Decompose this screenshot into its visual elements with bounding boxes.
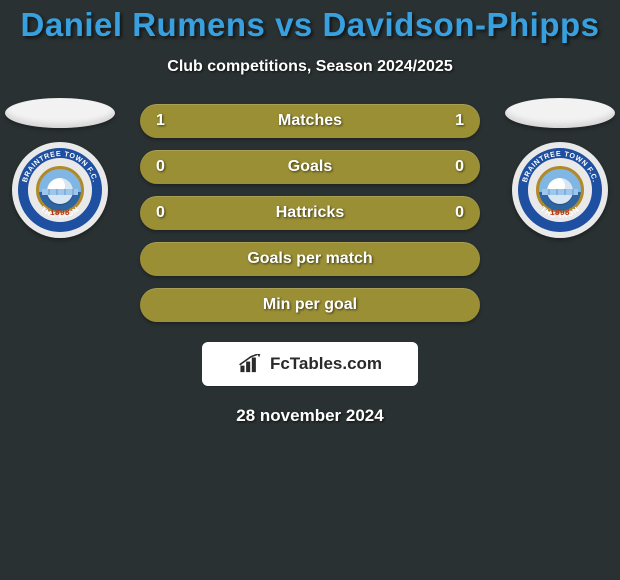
stat-value-left: 0 [156, 150, 165, 184]
stat-row-matches: 1 Matches 1 [140, 104, 480, 138]
stat-row-goals-per-match: Goals per match [140, 242, 480, 276]
svg-text:BRAINTREE TOWN F.C.: BRAINTREE TOWN F.C. [20, 149, 100, 183]
stat-value-left: 1 [156, 104, 165, 138]
bar-chart-icon [238, 354, 264, 374]
club-badge-text-right: BRAINTREE TOWN F.C. THE IRON [512, 142, 608, 238]
club-badge-text-left: BRAINTREE TOWN F.C. THE IRON [12, 142, 108, 238]
brand-text: FcTables.com [270, 354, 382, 374]
stat-value-right: 1 [455, 104, 464, 138]
stat-row-goals: 0 Goals 0 [140, 150, 480, 184]
club-year-left: 1898 [12, 208, 108, 217]
player-right-column: BRAINTREE TOWN F.C. THE IRON 1898 [500, 98, 620, 238]
club-year-right: 1898 [512, 208, 608, 217]
stat-label: Hattricks [276, 204, 344, 222]
stat-value-right: 0 [455, 196, 464, 230]
main-row: BRAINTREE TOWN F.C. THE IRON 1898 [0, 104, 620, 324]
stat-value-left: 0 [156, 196, 165, 230]
stat-label: Min per goal [263, 296, 357, 314]
stat-value-right: 0 [455, 150, 464, 184]
stat-label: Matches [278, 112, 342, 130]
player-left-column: BRAINTREE TOWN F.C. THE IRON 1898 [0, 98, 120, 238]
stats-list: 1 Matches 1 0 Goals 0 0 Hattricks 0 Goal… [140, 104, 480, 322]
stat-row-hattricks: 0 Hattricks 0 [140, 196, 480, 230]
date-text: 28 november 2024 [0, 406, 620, 426]
comparison-card: Daniel Rumens vs Davidson-Phipps Club co… [0, 0, 620, 580]
stat-label: Goals [288, 158, 332, 176]
player-photo-placeholder-right [505, 98, 615, 128]
subtitle: Club competitions, Season 2024/2025 [0, 58, 620, 76]
brand-box[interactable]: FcTables.com [202, 342, 418, 386]
page-title: Daniel Rumens vs Davidson-Phipps [0, 6, 620, 44]
stat-row-min-per-goal: Min per goal [140, 288, 480, 322]
club-badge-left: BRAINTREE TOWN F.C. THE IRON 1898 [12, 142, 108, 238]
player-photo-placeholder-left [5, 98, 115, 128]
stat-label: Goals per match [247, 250, 372, 268]
club-badge-right: BRAINTREE TOWN F.C. THE IRON 1898 [512, 142, 608, 238]
svg-text:BRAINTREE TOWN F.C.: BRAINTREE TOWN F.C. [520, 149, 600, 183]
